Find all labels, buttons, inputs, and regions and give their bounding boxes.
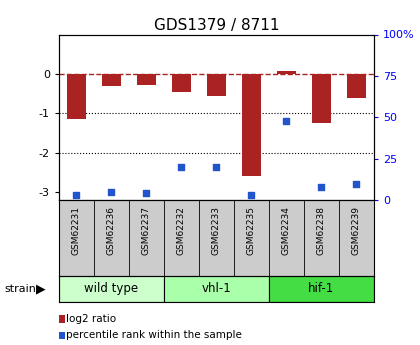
Text: GSM62233: GSM62233: [212, 206, 221, 255]
Bar: [136, 74, 156, 85]
Bar: [59, 276, 164, 302]
Point: [73, 193, 80, 198]
Bar: [207, 74, 226, 96]
Text: GSM62237: GSM62237: [142, 206, 151, 255]
Bar: [277, 71, 296, 74]
Text: GSM62231: GSM62231: [72, 206, 81, 255]
Bar: [172, 74, 191, 92]
Text: GSM62238: GSM62238: [317, 206, 326, 255]
Text: GSM62235: GSM62235: [247, 206, 256, 255]
Text: percentile rank within the sample: percentile rank within the sample: [66, 331, 242, 340]
Point: [143, 191, 150, 196]
Point: [318, 184, 325, 190]
Point: [213, 164, 220, 170]
Bar: [67, 74, 86, 119]
Point: [248, 193, 255, 198]
Point: [178, 164, 185, 170]
Bar: [312, 74, 331, 123]
Text: strain: strain: [4, 284, 36, 294]
Bar: [102, 74, 121, 86]
Text: GSM62236: GSM62236: [107, 206, 116, 255]
Point: [353, 181, 360, 186]
Text: GSM62232: GSM62232: [177, 206, 186, 255]
Bar: [269, 276, 374, 302]
Text: log2 ratio: log2 ratio: [66, 314, 116, 324]
Title: GDS1379 / 8711: GDS1379 / 8711: [154, 18, 279, 33]
Bar: [346, 74, 366, 98]
Text: ▶: ▶: [36, 283, 45, 295]
Text: GSM62239: GSM62239: [352, 206, 361, 255]
Text: GSM62234: GSM62234: [282, 206, 291, 255]
Bar: [241, 74, 261, 176]
Text: hif-1: hif-1: [308, 283, 334, 295]
Bar: [164, 276, 269, 302]
Point: [108, 189, 115, 195]
Text: vhl-1: vhl-1: [202, 283, 231, 295]
Point: [283, 118, 290, 124]
Text: wild type: wild type: [84, 283, 138, 295]
